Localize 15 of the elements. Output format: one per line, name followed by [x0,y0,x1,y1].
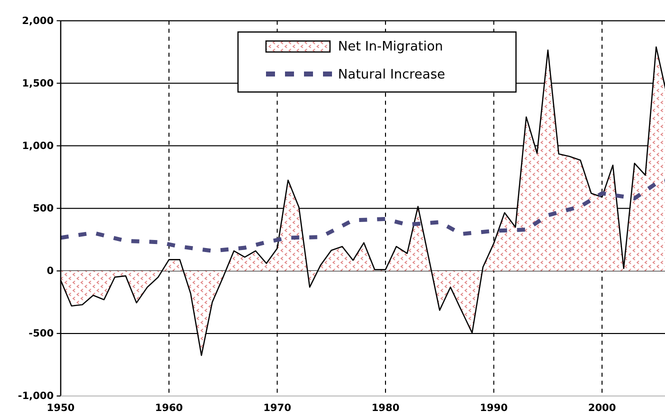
y-tick-label: -1,000 [18,391,54,402]
y-tick-label: 1,500 [22,78,54,90]
x-tick-label: 1950 [46,403,75,414]
y-tick-label: 2,000 [22,16,54,27]
legend-label: Net In-Migration [338,40,444,55]
x-tick-label: 1960 [155,403,183,414]
x-tick-label: 1980 [372,403,400,414]
x-tick-label: 2000 [588,403,616,414]
x-tick-label: 1990 [480,403,508,414]
y-tick-label: 500 [32,204,54,215]
x-tick-label: 1970 [263,403,292,414]
y-tick-label: 0 [46,266,54,278]
y-tick-label: 1,000 [22,141,54,152]
y-tick-label: -500 [28,328,54,340]
legend-label: Natural Increase [338,68,446,83]
